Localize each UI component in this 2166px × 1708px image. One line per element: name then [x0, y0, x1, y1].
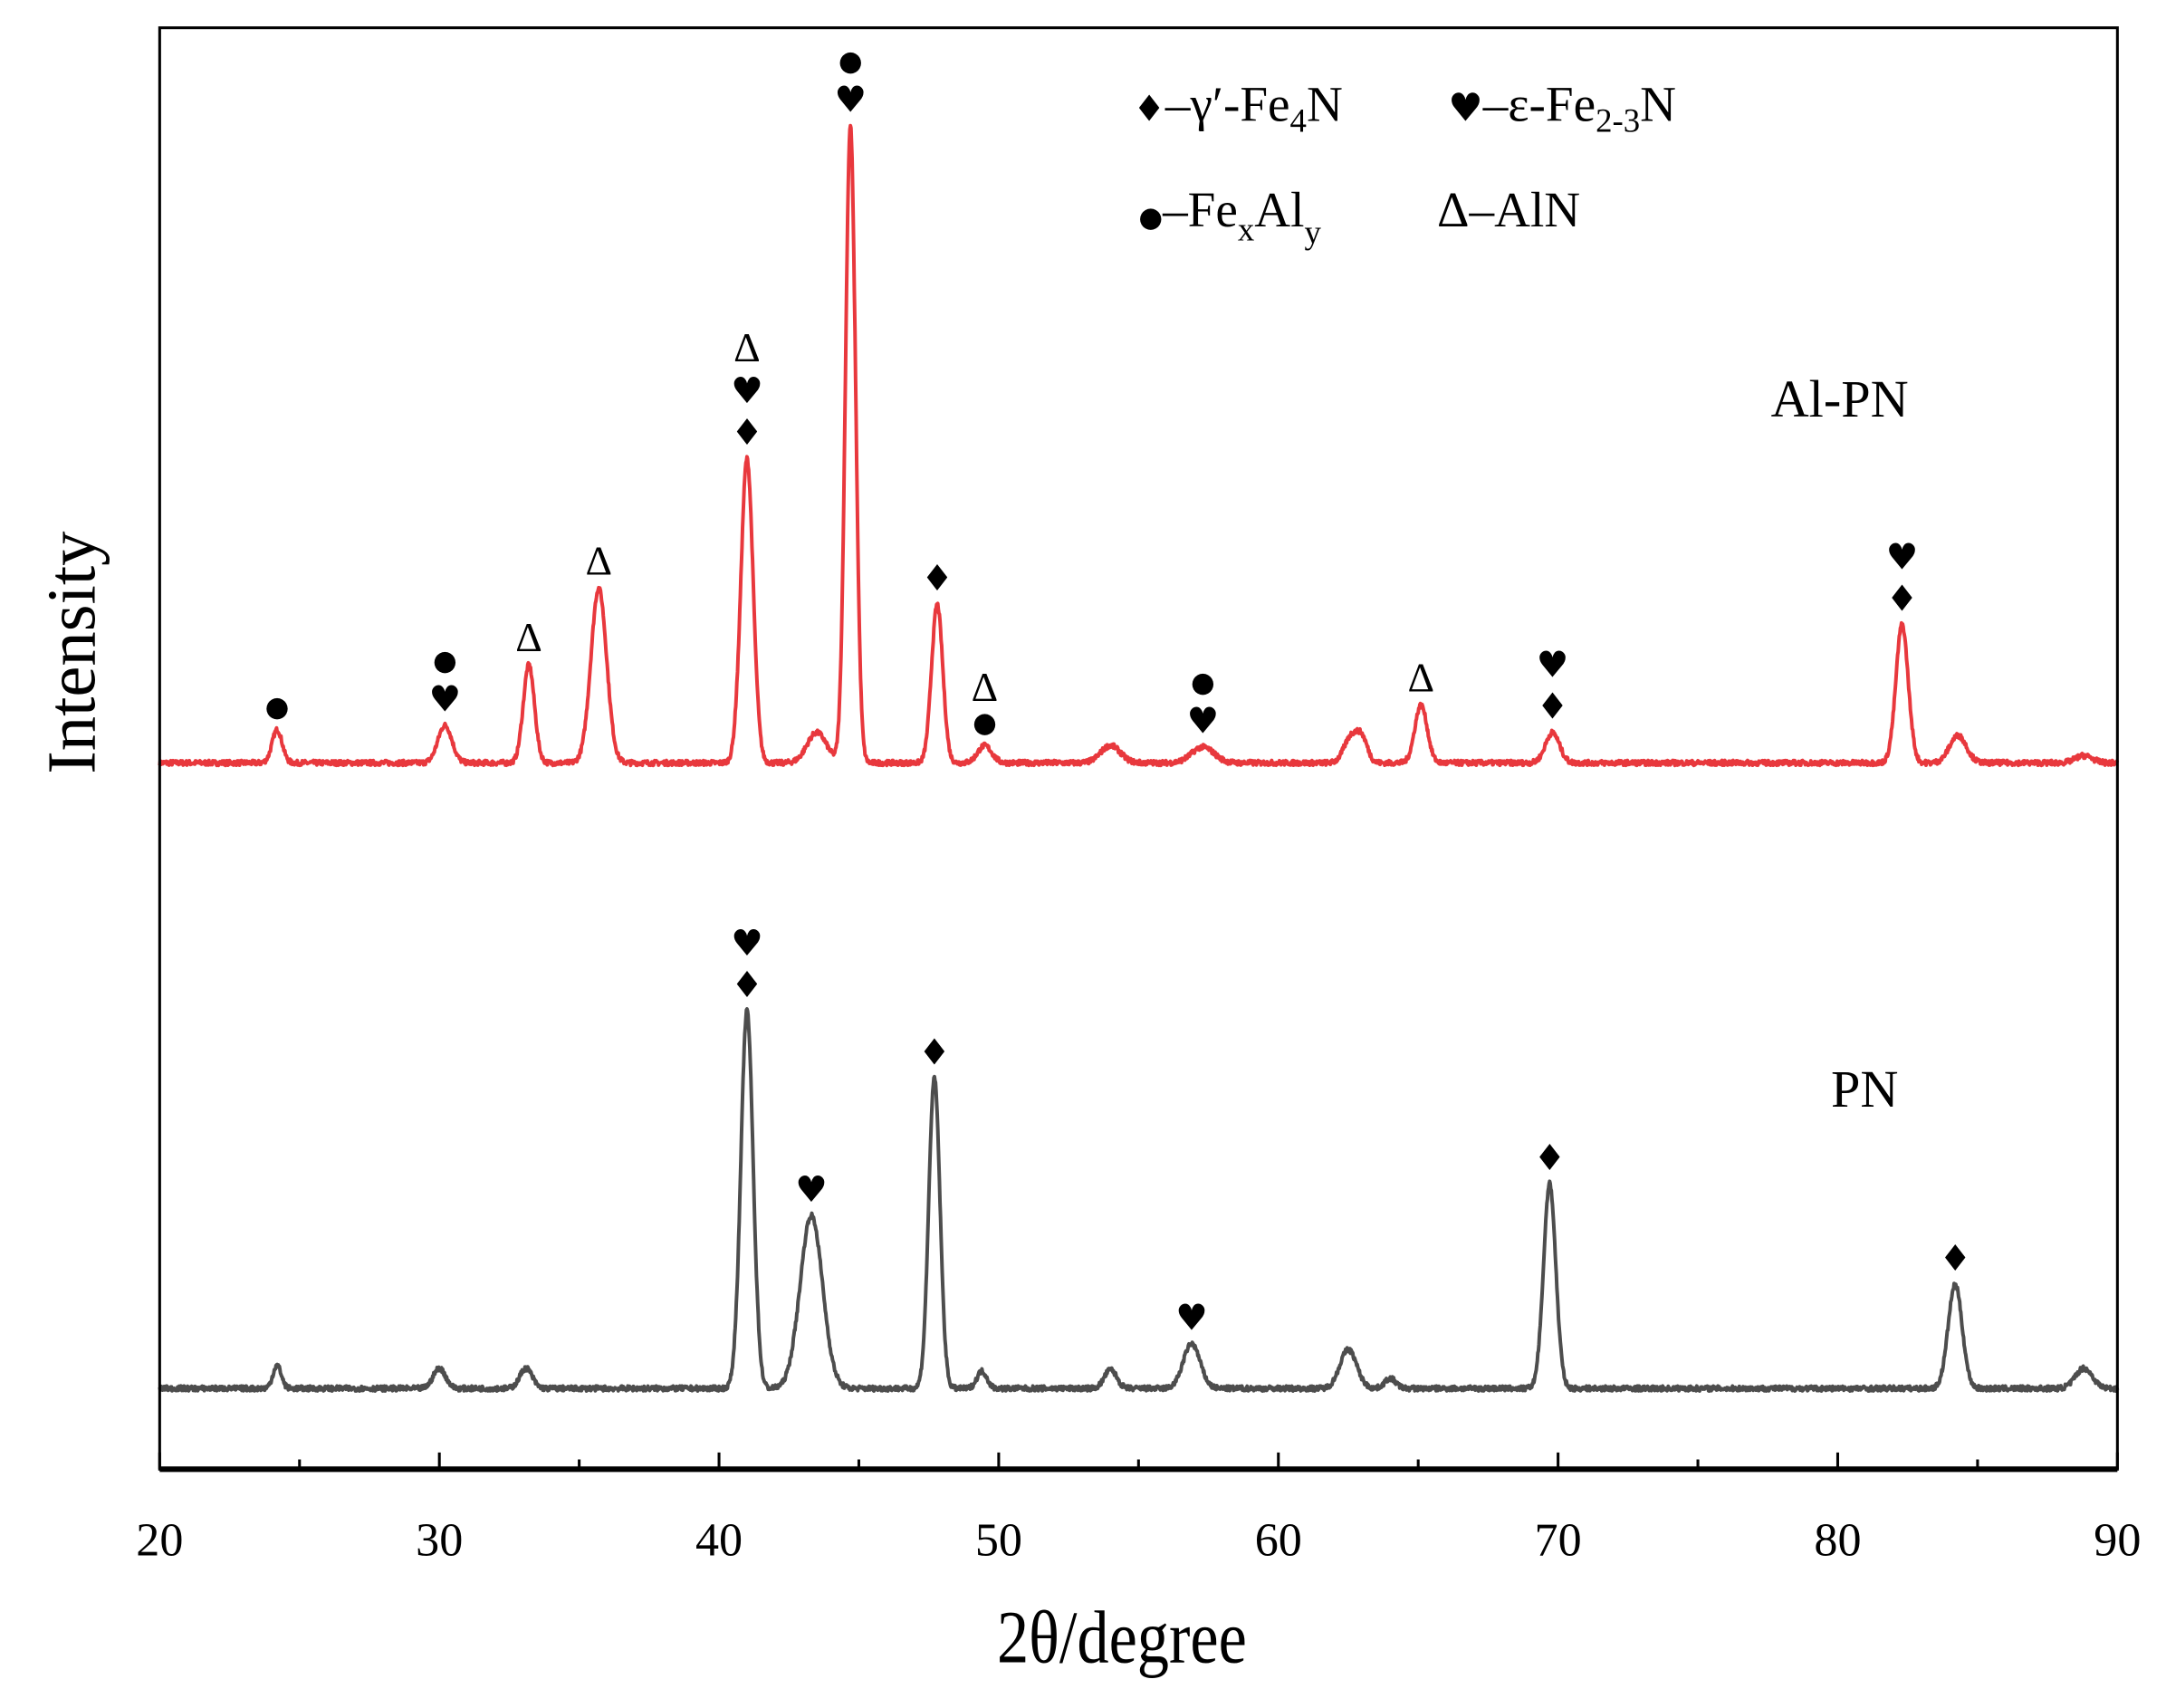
peak-marker-diamond: ♦ — [731, 964, 763, 1006]
legend-entry-epsilon-fe23n: ♥–ε-Fe2-3N — [1448, 76, 1676, 139]
peak-marker-heart: ♥ — [1886, 536, 1919, 578]
x-tick-label: 40 — [695, 1514, 743, 1566]
peak-marker-triangle: Δ — [972, 664, 999, 710]
peak-marker-diamond: ♦ — [1939, 1238, 1971, 1280]
x-tick-label: 60 — [1255, 1514, 1302, 1566]
peak-marker-triangle: Δ — [585, 537, 612, 583]
legend-entry-aln: Δ–AlN — [1437, 182, 1580, 237]
peak-marker-triangle: Δ — [733, 324, 761, 370]
series-label-al-pn: Al-PN — [1771, 369, 1909, 428]
peak-marker-diamond: ♦ — [1886, 578, 1919, 619]
peak-marker-heart: ♥ — [795, 1169, 828, 1211]
x-tick-label: 90 — [2094, 1514, 2141, 1566]
series-line-al-pn — [158, 123, 2120, 768]
peak-marker-heart: ♥ — [429, 679, 462, 721]
x-tick-label: 80 — [1814, 1514, 1861, 1566]
series-line-pn — [158, 1007, 2120, 1393]
legend-entry-fexaly: ●–FexAly — [1138, 182, 1321, 250]
x-tick-label: 50 — [975, 1514, 1022, 1566]
x-axis-label: 2θ/degree — [997, 1596, 1247, 1679]
peak-marker-dot: ● — [433, 646, 457, 677]
peak-marker-diamond: ♦ — [918, 1032, 951, 1074]
peak-marker-diamond: ♦ — [731, 412, 763, 454]
peak-marker-heart: ♥ — [834, 79, 867, 120]
peak-marker-diamond: ♦ — [1537, 686, 1569, 728]
peak-marker-triangle: Δ — [1407, 654, 1434, 700]
x-tick-label: 20 — [136, 1514, 183, 1566]
peak-marker-heart: ♥ — [731, 923, 763, 964]
x-tick-label: 30 — [416, 1514, 463, 1566]
peak-marker-heart: ♥ — [1537, 645, 1569, 686]
peak-marker-dot: ● — [1191, 667, 1215, 699]
peak-annotations: ● ♥●ΔΔ♦♥Δ♥●♦●Δ♥● Δ♦♥♦♥♦♥♥♦♥♦♦ — [265, 45, 1971, 1339]
peak-marker-dot: ● — [265, 691, 290, 723]
peak-marker-dot: ● — [973, 707, 997, 739]
peak-marker-heart: ♥ — [1187, 701, 1220, 743]
x-tick-label: 70 — [1535, 1514, 1582, 1566]
peak-marker-triangle: Δ — [515, 614, 542, 660]
peak-marker-diamond: ♦ — [1533, 1137, 1566, 1179]
legend-entry-gamma-fe4n: ♦–γ′-Fe4N — [1133, 76, 1343, 139]
peak-marker-dot: ● — [839, 45, 863, 77]
series-label-pn: PN — [1831, 1060, 1898, 1118]
curves — [158, 123, 2120, 1393]
x-axis-ticks: 20 30 40 50 60 70 80 90 — [136, 1452, 2141, 1566]
peak-marker-diamond: ♦ — [921, 558, 954, 600]
y-axis-label: Intensity — [33, 531, 110, 774]
legend: ♦–γ′-Fe4N ♥–ε-Fe2-3N ●–FexAly Δ–AlN — [1133, 76, 1676, 250]
peak-marker-heart: ♥ — [731, 370, 763, 412]
peak-marker-heart: ♥ — [1175, 1297, 1208, 1339]
